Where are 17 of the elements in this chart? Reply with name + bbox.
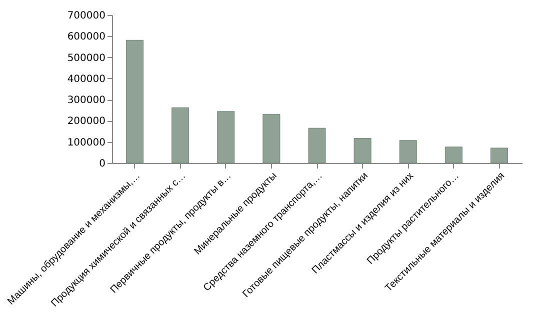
bar	[172, 107, 190, 164]
bar	[217, 111, 235, 164]
bar	[126, 40, 144, 164]
y-tick-label: 100000	[67, 137, 106, 148]
y-tick-label: 700000	[67, 10, 106, 22]
y-tick-label: 300000	[67, 95, 106, 106]
y-tick-label: 400000	[67, 74, 106, 85]
bar	[308, 128, 326, 164]
bar	[354, 138, 372, 164]
y-tick-label: 500000	[67, 52, 106, 64]
bar	[444, 146, 462, 164]
y-tick-label: 600000	[67, 32, 106, 43]
bar	[262, 114, 280, 164]
bar	[399, 140, 417, 164]
bar	[490, 148, 508, 164]
y-tick-label: 200000	[67, 116, 106, 128]
y-tick-label: 0	[99, 158, 106, 170]
